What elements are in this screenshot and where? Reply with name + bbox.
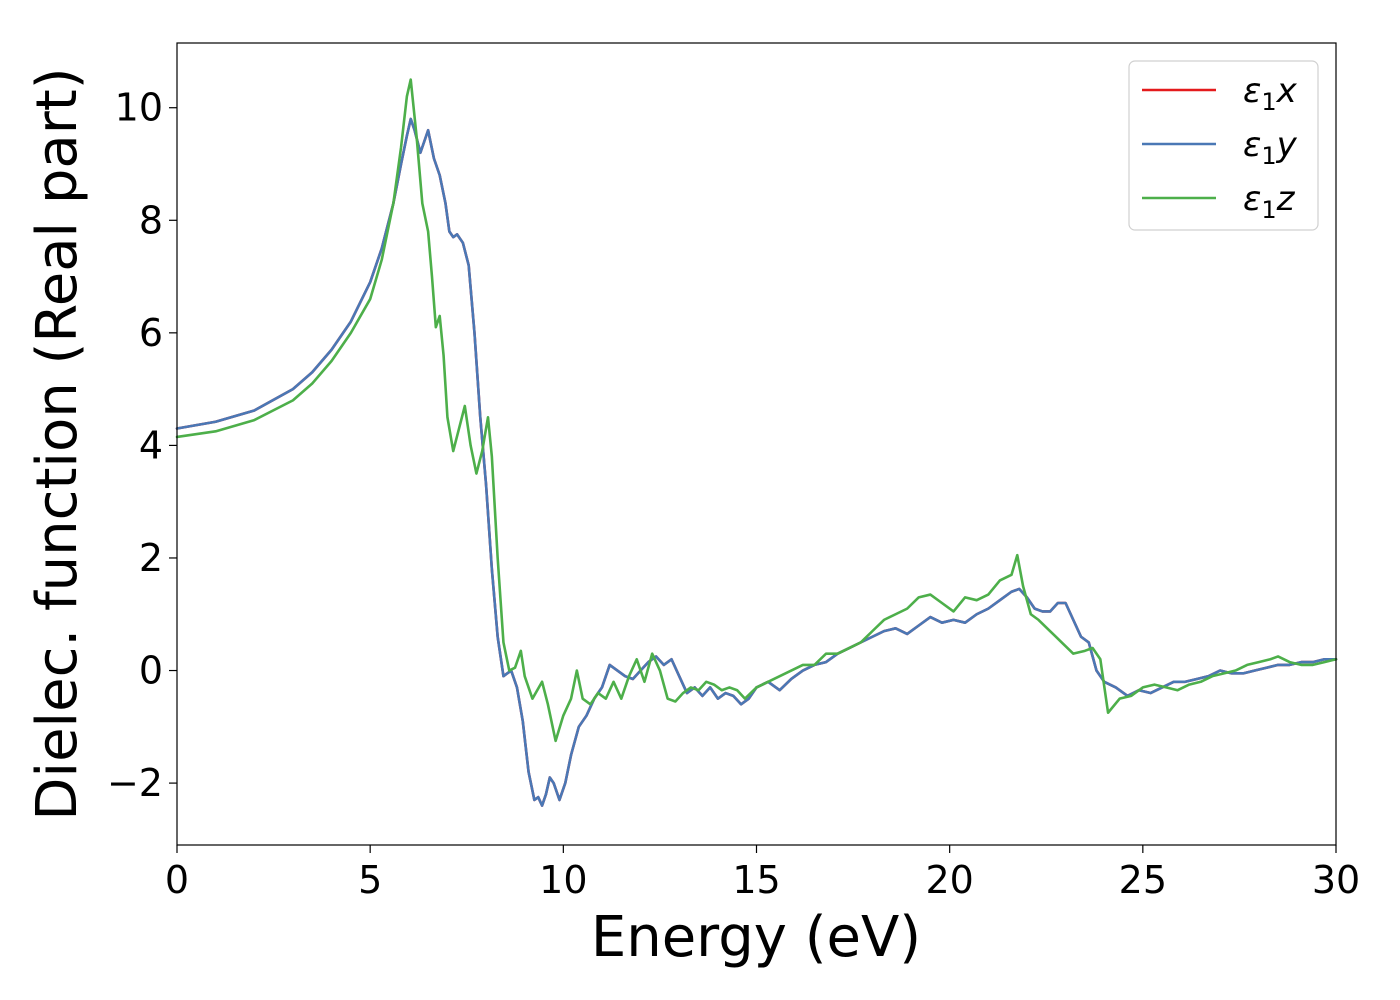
y-axis-ticks: −2 0 2 4 6 8 10 <box>107 86 177 805</box>
y-tick-label: 10 <box>115 86 163 130</box>
y-tick-label: 2 <box>139 536 163 580</box>
x-tick-label: 5 <box>358 858 382 902</box>
x-tick-label: 25 <box>1119 858 1167 902</box>
x-tick-label: 0 <box>165 858 189 902</box>
series-layer <box>175 78 1338 807</box>
x-axis-label: Energy (eV) <box>591 905 921 970</box>
legend-label-z: ε1z <box>1243 179 1296 224</box>
y-tick-label: −2 <box>107 761 163 805</box>
x-tick-label: 20 <box>925 858 973 902</box>
y-axis-label: Dielec. function (Real part) <box>25 67 90 820</box>
legend-label-y: ε1y <box>1243 125 1298 170</box>
legend-label-x: ε1x <box>1243 71 1298 116</box>
x-tick-label: 10 <box>539 858 587 902</box>
legend: ε1x ε1y ε1z <box>1128 60 1319 231</box>
series-line-z <box>175 78 1338 743</box>
y-tick-label: 6 <box>139 311 163 355</box>
x-axis-ticks: 0 5 10 15 20 25 30 <box>165 845 1360 902</box>
legend-box <box>1128 60 1319 231</box>
y-tick-label: 4 <box>139 423 163 467</box>
x-tick-label: 30 <box>1312 858 1360 902</box>
y-tick-label: 8 <box>139 198 163 242</box>
y-tick-label: 0 <box>139 649 163 693</box>
x-tick-label: 15 <box>732 858 780 902</box>
